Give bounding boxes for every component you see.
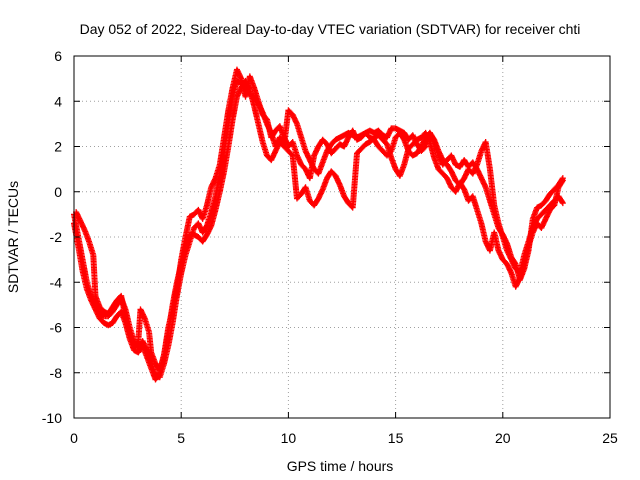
- x-tick-label: 15: [388, 430, 404, 446]
- tick-layer: -10 -8 -6 -4 -2 0 2 4 6 0 5 10 15 20 25: [42, 48, 618, 446]
- x-tick-label: 20: [495, 430, 511, 446]
- x-tick-label: 10: [281, 430, 297, 446]
- y-tick-label: -8: [50, 365, 63, 381]
- series-track-a: [71, 77, 566, 381]
- y-tick-label: -6: [50, 320, 63, 336]
- series-track-c: [73, 66, 566, 374]
- data-point-marker: [559, 198, 566, 205]
- x-tick-label: 0: [70, 430, 78, 446]
- x-axis-label: GPS time / hours: [287, 458, 394, 474]
- data-layer: [71, 66, 566, 383]
- data-point-marker: [559, 200, 566, 207]
- y-tick-label: 4: [54, 93, 62, 109]
- chart-title: Day 052 of 2022, Sidereal Day-to-day VTE…: [80, 21, 581, 37]
- data-point-marker: [559, 175, 566, 182]
- y-tick-label: -4: [50, 274, 63, 290]
- x-tick-label: 25: [602, 430, 618, 446]
- x-tick-label: 5: [177, 430, 185, 446]
- y-tick-label: 0: [54, 184, 62, 200]
- y-tick-label: -2: [50, 229, 63, 245]
- y-axis-label: SDTVAR / TECUs: [5, 181, 21, 293]
- y-tick-label: 2: [54, 139, 62, 155]
- data-point-marker: [559, 176, 566, 183]
- series-track-b: [71, 77, 566, 383]
- y-tick-label: -10: [42, 410, 62, 426]
- data-point-marker: [134, 339, 141, 346]
- y-tick-label: 6: [54, 48, 62, 64]
